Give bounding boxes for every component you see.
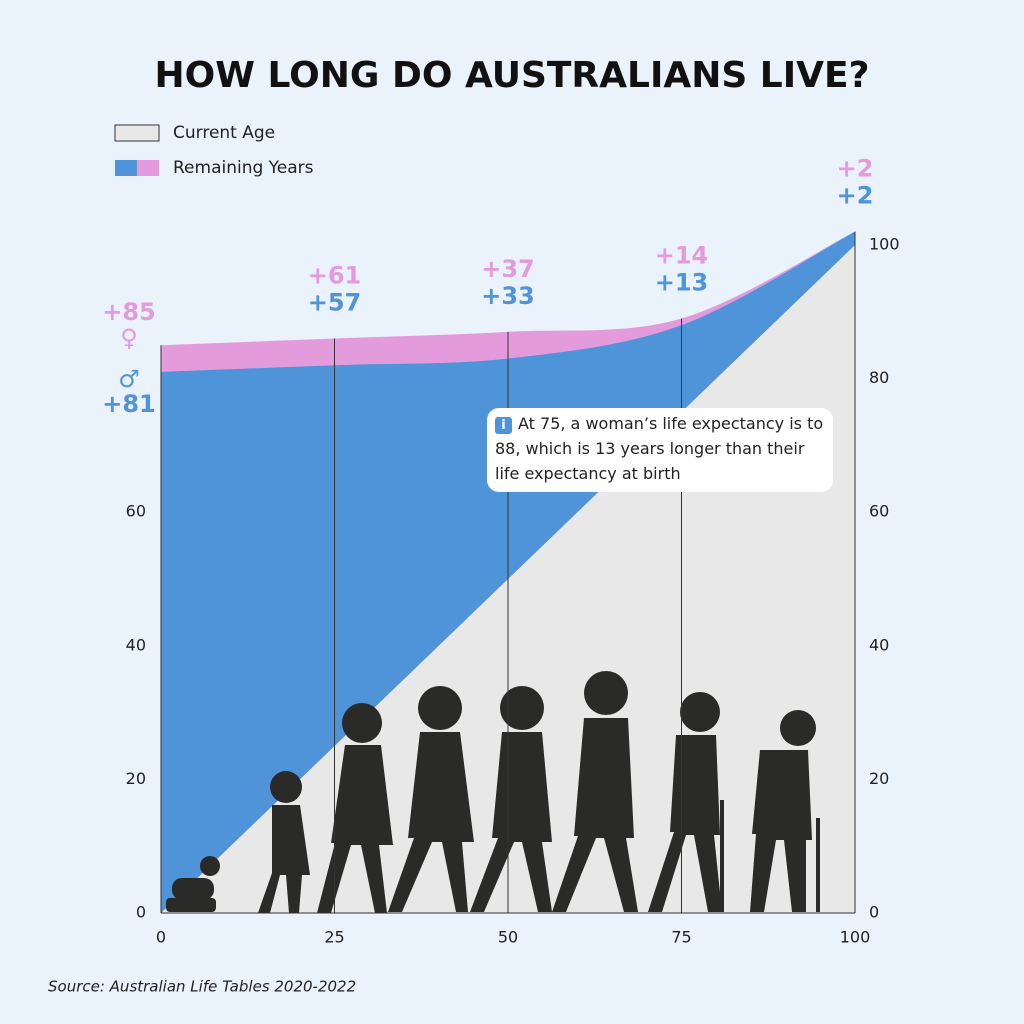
y-tick-label: 100 [869,235,900,254]
x-tick-label: 100 [840,928,871,947]
value-label: +14 [655,241,709,269]
legend-swatch [114,124,160,142]
silhouettes [166,671,820,913]
y-tick-label: 0 [869,903,879,922]
y-tick-label: 80 [869,368,889,387]
value-label: +61 [308,262,362,290]
chart-title: HOW LONG DO AUSTRALIANS LIVE? [155,55,870,96]
x-tick-label: 0 [156,928,166,947]
value-label: +57 [308,289,362,317]
x-tick-label: 25 [324,928,344,947]
y-tick-label: 0 [136,903,146,922]
y-tick-label: 60 [126,502,146,521]
value-label: +2 [837,155,874,183]
y-tick-label: 60 [869,502,889,521]
legend-symbol: ♀ [120,324,138,352]
value-label: +85 [102,298,156,326]
y-tick-label: 20 [869,769,889,788]
source: Source: Australian Life Tables 2020-2022 [48,978,356,996]
y-tick-label: 40 [126,635,146,654]
info-icon: i [495,417,512,434]
y-tick-label: 40 [869,635,889,654]
legend-label: Remaining Years [173,158,314,178]
legend-symbol: ♂ [118,365,140,393]
legend-swatch [115,160,137,176]
value-label: +13 [655,268,709,296]
annotation-text: At 75, a woman’s life expectancy is to 8… [495,414,824,483]
x-tick-label: 75 [671,928,691,947]
legend-label: Current Age [173,123,275,143]
value-label: +33 [481,282,535,310]
value-label: +81 [102,390,156,418]
value-label: +37 [481,255,535,283]
x-tick-label: 50 [498,928,518,947]
value-label: +2 [837,182,874,210]
legend-swatch [137,160,159,176]
y-tick-label: 20 [126,769,146,788]
annotation: i At 75, a woman’s life expectancy is to … [487,408,833,492]
